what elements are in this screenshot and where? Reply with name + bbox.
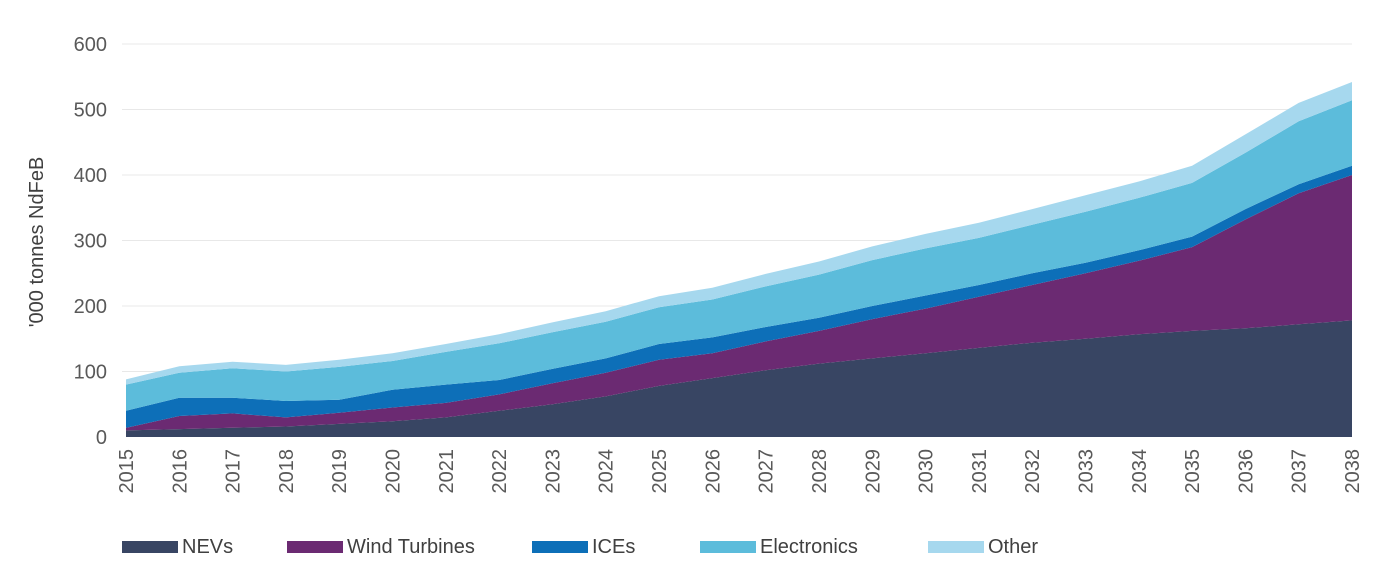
x-tick-label: 2031 <box>969 449 991 494</box>
x-tick-label: 2026 <box>702 449 724 494</box>
area-wind-turbines <box>126 175 1352 431</box>
y-tick-label: 0 <box>96 427 107 449</box>
legend-item: Electronics <box>700 533 858 561</box>
area-ices <box>126 165 1352 428</box>
y-axis-ticks: 0 100 200 300 400 500 600 <box>74 34 107 449</box>
legend-item: NEVs <box>122 533 233 561</box>
x-tick-label: 2032 <box>1022 449 1044 494</box>
x-tick-label: 2018 <box>276 449 298 494</box>
legend-item: Other <box>928 533 1038 561</box>
x-tick-label: 2038 <box>1342 449 1364 494</box>
x-tick-label: 2017 <box>223 449 245 494</box>
x-tick-label: 2033 <box>1076 449 1098 494</box>
legend-swatch <box>532 541 588 553</box>
legend-label: Other <box>988 535 1039 558</box>
x-tick-label: 2034 <box>1129 449 1151 494</box>
x-tick-label: 2025 <box>649 449 671 494</box>
y-tick-label: 600 <box>74 34 107 56</box>
legend-label: Wind Turbines <box>347 535 475 558</box>
x-tick-label: 2016 <box>169 449 191 494</box>
legend: NEVs Wind Turbines ICEs Electronics Other <box>122 533 1122 561</box>
y-tick-label: 500 <box>74 100 107 122</box>
x-axis-ticks: 2015 2016 2017 2018 2019 2020 2021 2022 2023 2024… <box>116 449 1364 494</box>
legend-item: Wind Turbines <box>287 533 475 561</box>
x-tick-label: 2036 <box>1235 449 1257 494</box>
x-tick-label: 2029 <box>862 449 884 494</box>
y-tick-label: 400 <box>74 165 107 187</box>
area-electronics <box>126 100 1352 411</box>
y-tick-label: 100 <box>74 362 107 384</box>
y-tick-label: 300 <box>74 231 107 253</box>
x-tick-label: 2027 <box>756 449 778 494</box>
legend-label: ICEs <box>592 535 636 558</box>
x-tick-label: 2021 <box>436 449 458 494</box>
legend-swatch <box>700 541 756 553</box>
x-tick-label: 2037 <box>1289 449 1311 494</box>
legend-item: ICEs <box>532 533 635 561</box>
area-nevs <box>126 320 1352 437</box>
legend-swatch <box>287 541 343 553</box>
legend-swatch <box>122 541 178 553</box>
x-tick-label: 2015 <box>116 449 138 494</box>
x-tick-label: 2020 <box>383 449 405 494</box>
y-tick-label: 200 <box>74 296 107 318</box>
series-areas <box>126 82 1352 437</box>
y-axis-label: '000 tonnes NdFeB <box>26 157 48 328</box>
x-tick-label: 2028 <box>809 449 831 494</box>
x-tick-label: 2035 <box>1182 449 1204 494</box>
x-tick-label: 2030 <box>916 449 938 494</box>
x-tick-label: 2019 <box>329 449 351 494</box>
x-tick-label: 2022 <box>489 449 511 494</box>
x-tick-label: 2024 <box>596 449 618 494</box>
legend-label: Electronics <box>760 535 858 558</box>
legend-label: NEVs <box>182 535 234 558</box>
legend-swatch <box>928 541 984 553</box>
x-tick-label: 2023 <box>542 449 564 494</box>
